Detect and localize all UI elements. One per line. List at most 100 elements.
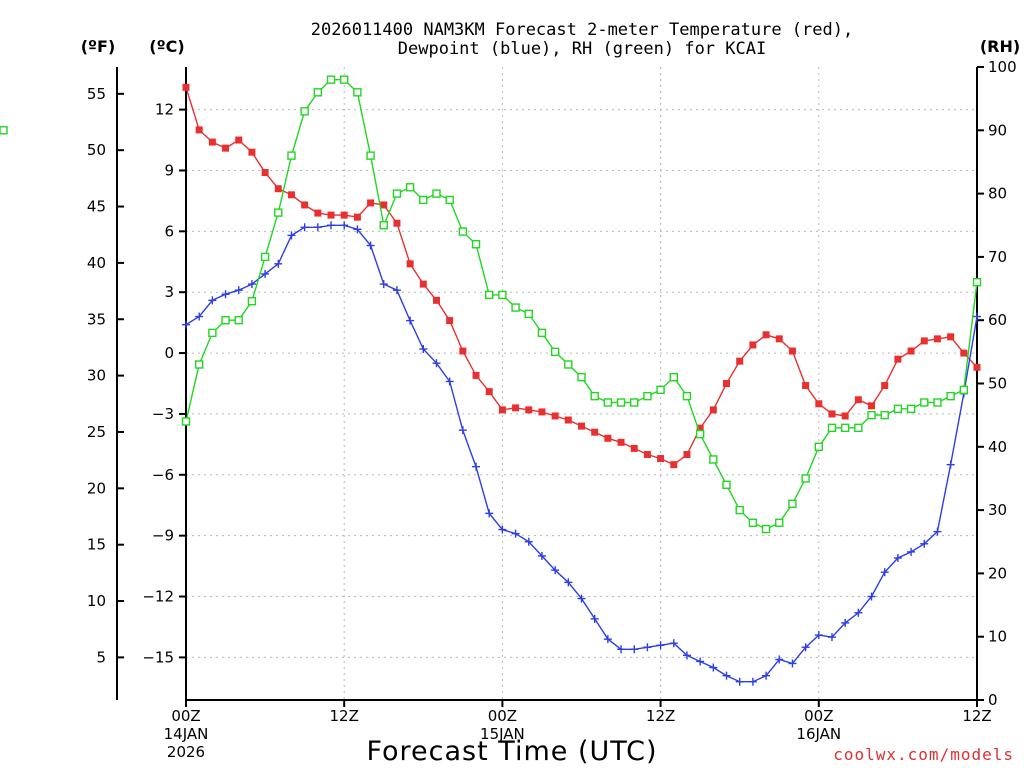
celsius-axis-label: (ºC) <box>149 37 184 56</box>
rh-point <box>471 240 481 249</box>
temperature-point <box>591 428 599 436</box>
rh-point <box>814 442 823 451</box>
rh-point <box>260 252 270 262</box>
rh-point <box>564 360 573 369</box>
dewpoint-point <box>841 618 850 627</box>
temperature-point <box>630 444 638 452</box>
rh-tick-label: 10 <box>988 628 1007 646</box>
rh-point <box>221 316 230 325</box>
dewpoint-point <box>590 614 599 623</box>
fahrenheit-tick-label: 30 <box>87 367 106 385</box>
rh-point <box>274 208 283 217</box>
temperature-point <box>657 455 665 463</box>
temperature-point <box>274 185 282 193</box>
dewpoint-point <box>287 231 296 240</box>
temperature-point <box>683 451 691 459</box>
rh-tick-label: 70 <box>988 248 1007 266</box>
rh-point <box>906 404 916 414</box>
dewpoint-point <box>353 225 362 234</box>
rh-point <box>643 391 652 401</box>
rh-point <box>287 151 296 160</box>
dewpoint-point <box>801 643 810 652</box>
temperature-point <box>578 422 585 430</box>
rh-point <box>933 398 942 407</box>
dewpoint-point <box>551 566 560 575</box>
chart-title-line-2: Dewpoint (blue), RH (green) for KCAI <box>398 39 766 59</box>
temperature-point <box>762 331 770 339</box>
temperature-point <box>485 388 493 396</box>
rh-point <box>920 398 929 407</box>
rh-point <box>775 518 784 527</box>
series-rh <box>0 75 982 534</box>
temperature-point <box>525 406 533 414</box>
dewpoint-point <box>907 547 916 556</box>
temperature-point <box>749 341 757 349</box>
temperature-point <box>512 404 520 412</box>
temperature-point <box>564 416 572 424</box>
temperature-point <box>235 136 243 144</box>
temperature-point <box>696 424 704 432</box>
rh-point <box>313 88 323 97</box>
dewpoint-point <box>261 269 270 278</box>
dewpoint-point <box>643 643 652 652</box>
rh-point <box>300 107 309 116</box>
dewpoint-point <box>893 553 902 562</box>
dewpoint-point <box>722 671 731 680</box>
rh-tick-label: 100 <box>988 58 1017 76</box>
dewpoint-point <box>524 537 533 546</box>
temperature-point <box>828 410 836 418</box>
temperature-point <box>393 219 401 227</box>
time-tick-label: 16JAN <box>796 725 841 743</box>
rh-point <box>485 290 494 300</box>
temperature-point <box>670 461 678 469</box>
rh-point <box>669 372 678 382</box>
fahrenheit-tick-label: 40 <box>87 254 106 272</box>
celsius-tick-label: 6 <box>164 222 174 240</box>
rh-point <box>340 75 349 84</box>
rh-tick-label: 90 <box>988 121 1007 139</box>
rh-point <box>761 524 771 534</box>
time-tick-label: 12Z <box>330 707 359 725</box>
temperature-point <box>907 347 915 355</box>
temperature-point <box>723 380 731 387</box>
rh-point <box>181 417 191 426</box>
temperature-point <box>182 83 190 91</box>
rh-point <box>630 398 639 407</box>
dewpoint-point <box>208 296 217 305</box>
celsius-tick-label: −6 <box>152 466 174 484</box>
temperature-point <box>314 209 322 217</box>
rh-point <box>748 518 758 527</box>
temperature-point <box>432 296 440 304</box>
rh-point <box>695 429 705 439</box>
rh-point <box>682 391 692 401</box>
fahrenheit-tick-label: 55 <box>87 85 106 103</box>
temperature-point <box>815 400 823 408</box>
temperature-point <box>222 144 230 152</box>
dewpoint-point <box>274 259 283 268</box>
series-dewpoint <box>182 221 981 686</box>
temperature-point <box>854 396 862 404</box>
time-tick-label: 12Z <box>962 707 991 725</box>
temperature-point <box>643 451 651 459</box>
rh-point <box>735 505 744 515</box>
celsius-tick-label: −12 <box>142 588 174 606</box>
temperature-point <box>604 434 612 442</box>
dewpoint-point <box>392 286 401 295</box>
dewpoint-point <box>669 639 678 648</box>
temperature-point <box>248 148 256 156</box>
rh-point <box>247 297 257 306</box>
dewpoint-point <box>867 592 876 601</box>
time-tick-label: 00Z <box>804 707 833 725</box>
rh-point <box>893 404 903 414</box>
dewpoint-point <box>775 655 784 664</box>
dewpoint-point <box>300 223 309 232</box>
dewpoint-point <box>379 280 388 289</box>
dewpoint-point <box>973 312 981 321</box>
rh-tick-label: 30 <box>988 501 1007 519</box>
credit-link[interactable]: coolwx.com/models <box>833 745 1014 764</box>
rh-point <box>709 455 718 464</box>
rh-point <box>524 309 533 319</box>
rh-point <box>498 290 507 300</box>
plot-axes: 555045403530252015105129630−3−6−9−12−151… <box>87 58 1017 761</box>
temperature-point <box>195 126 203 134</box>
